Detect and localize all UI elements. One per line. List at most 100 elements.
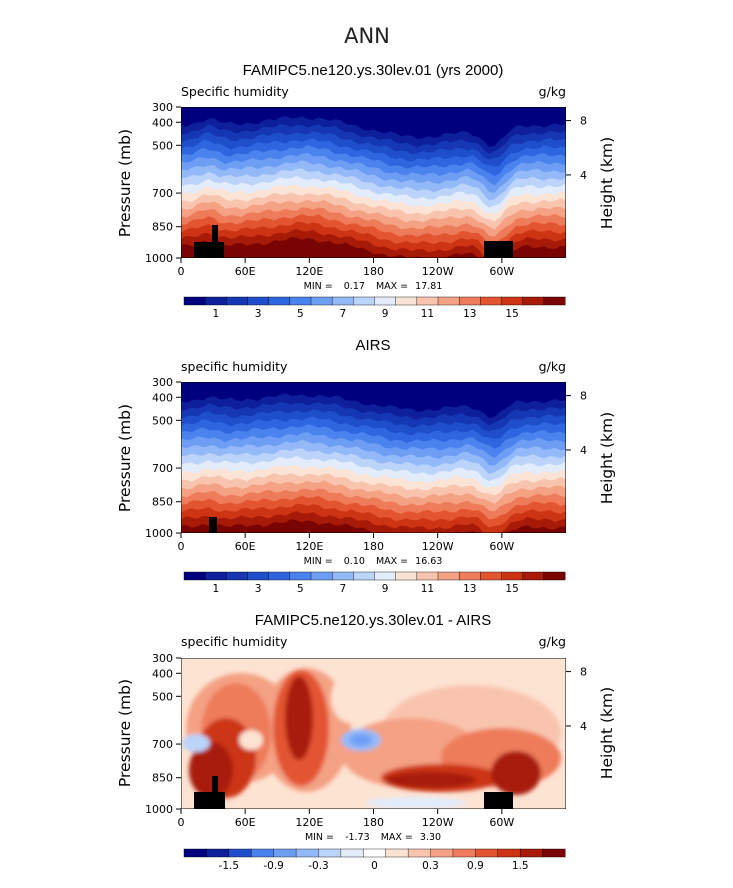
colorbar-swatch [353, 571, 375, 581]
x-tick-label: 180 [363, 816, 384, 829]
colorbar-label: 5 [297, 308, 304, 320]
height-tick-label: 8 [580, 390, 587, 403]
colorbar-label: 11 [421, 583, 434, 595]
panel-2-title: AIRS [355, 337, 390, 354]
panel-2-stats: MIN = 0.10 MAX = 16.63 [304, 556, 443, 567]
colorbar-swatch [310, 571, 333, 581]
x-tick-label: 60W [489, 816, 514, 829]
panel-1-ylabel: Pressure (mb) [116, 129, 134, 237]
panel-3-left-label: specific humidity [181, 634, 288, 649]
colorbar-label: 13 [463, 308, 476, 320]
colorbar-label: 11 [421, 308, 434, 320]
colorbar-swatch [289, 296, 312, 306]
colorbar-swatch [204, 571, 227, 581]
panel-2-ylabel: Pressure (mb) [116, 404, 134, 512]
colorbar-swatch [268, 296, 291, 306]
colorbar-swatch [522, 296, 545, 306]
y-tick-label: 400 [152, 667, 173, 680]
colorbar-swatch [452, 848, 476, 858]
colorbar-swatch [395, 296, 418, 306]
colorbar-swatch [183, 296, 206, 306]
y-tick-label: 850 [152, 221, 173, 234]
colorbar-swatch [542, 848, 566, 858]
colorbar-swatch [395, 571, 418, 581]
colorbar-swatch [251, 848, 275, 858]
colorbar-label: 1.5 [512, 860, 529, 872]
x-tick-label: 120E [295, 265, 323, 278]
colorbar-swatch [501, 571, 524, 581]
colorbar-swatch [247, 296, 270, 306]
colorbar-label: 0 [371, 860, 378, 872]
x-tick-label: 0 [178, 540, 185, 553]
panel-2-left-label: specific humidity [181, 359, 288, 374]
colorbar-label: 3 [255, 308, 262, 320]
colorbar-swatch [268, 571, 291, 581]
panel-1-ylabel-right: Height (km) [598, 137, 616, 229]
colorbar-label: 0.3 [422, 860, 439, 872]
colorbar-label: -1.5 [219, 860, 240, 872]
height-tick-label: 8 [580, 666, 587, 679]
colorbar-swatch [340, 848, 364, 858]
panel-3-terrain [194, 776, 513, 809]
panel-1-units: g/kg [539, 84, 566, 99]
height-tick-label: 4 [580, 169, 587, 182]
panel-2-units: g/kg [539, 359, 566, 374]
colorbar-swatch [430, 848, 454, 858]
panel-3-colorbar: -1.5 -0.9 -0.3 0 0.3 0.9 1.5 [183, 848, 566, 872]
contour-band-0 [181, 107, 566, 147]
x-tick-label: 60E [235, 540, 256, 553]
panel-3-title: FAMIPC5.ne120.ys.30lev.01 - AIRS [255, 612, 492, 629]
y-tick-label: 700 [152, 187, 173, 200]
x-tick-label: 180 [363, 540, 384, 553]
colorbar-label: 15 [505, 583, 518, 595]
colorbar-swatch [273, 848, 297, 858]
x-tick-label: 60W [489, 265, 514, 278]
x-tick-label: 180 [363, 265, 384, 278]
y-tick-label: 500 [152, 414, 173, 427]
colorbar-label: 3 [255, 583, 262, 595]
colorbar-swatch [458, 571, 481, 581]
panel-1-colorbar: 1 3 5 7 9 11 13 15 [183, 296, 566, 320]
colorbar-swatch [480, 571, 502, 581]
colorbar-swatch [458, 296, 481, 306]
colorbar-swatch [475, 848, 499, 858]
x-tick-label: 120W [422, 265, 454, 278]
panel-3-stats: MIN = -1.73 MAX = 3.30 [305, 832, 441, 843]
colorbar-swatch [363, 848, 387, 858]
colorbar-swatch [374, 296, 397, 306]
y-tick-label: 300 [152, 376, 173, 389]
panel-1-title: FAMIPC5.ne120.ys.30lev.01 (yrs 2000) [243, 62, 504, 79]
x-tick-label: 0 [178, 265, 185, 278]
colorbar-swatch [519, 848, 544, 858]
y-tick-label: 500 [152, 139, 173, 152]
colorbar-label: 7 [339, 583, 346, 595]
panel-3-plot [181, 658, 566, 809]
x-tick-label: 60E [235, 816, 256, 829]
colorbar-swatch [437, 571, 460, 581]
colorbar-swatch [407, 848, 432, 858]
colorbar-label: -0.9 [263, 860, 284, 872]
y-tick-label: 1000 [145, 803, 173, 816]
colorbar-swatch [543, 296, 566, 306]
colorbar-swatch [289, 571, 312, 581]
height-tick-label: 8 [580, 115, 587, 128]
y-tick-label: 1000 [145, 527, 173, 540]
panel-3-units: g/kg [539, 634, 566, 649]
x-tick-label: 120W [422, 816, 454, 829]
panel-1-left-label: Specific humidity [181, 84, 289, 99]
colorbar-swatch [437, 296, 460, 306]
colorbar-swatch [183, 848, 207, 858]
y-tick-label: 400 [152, 391, 173, 404]
panel-3-ylabel: Pressure (mb) [116, 679, 134, 787]
panel-3-ylabel-right: Height (km) [598, 687, 616, 779]
panel-2-terrain [209, 517, 217, 533]
y-tick-label: 500 [152, 690, 173, 703]
colorbar-swatch [543, 571, 566, 581]
colorbar-swatch [331, 571, 354, 581]
panel-2-ylabel-right: Height (km) [598, 412, 616, 504]
colorbar-swatch [206, 848, 230, 858]
panel-1-plot [181, 107, 566, 258]
y-tick-label: 850 [152, 772, 173, 785]
colorbar-label: 1 [212, 583, 219, 595]
